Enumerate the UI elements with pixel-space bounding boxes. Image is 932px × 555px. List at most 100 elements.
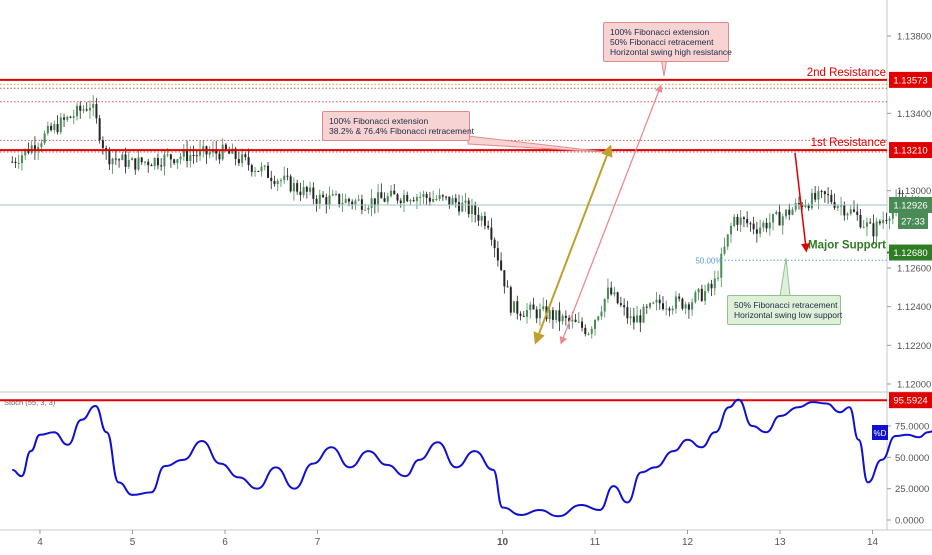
stoch-tick-label: 25.0000 <box>895 484 929 495</box>
candle-body <box>700 288 703 301</box>
candle-body <box>739 217 742 225</box>
candle-body <box>302 186 305 196</box>
candle-body <box>503 270 506 287</box>
candle-body <box>40 143 43 147</box>
candle-body <box>772 213 775 223</box>
candle-body <box>134 158 137 170</box>
candle-body <box>53 124 56 131</box>
candle-body <box>448 196 451 205</box>
candle-body <box>791 209 794 215</box>
time-tick-label: 7 <box>315 537 321 548</box>
candle-body <box>526 310 529 317</box>
candle-body <box>597 316 600 321</box>
candle-body <box>267 165 270 178</box>
candle-body <box>606 287 609 299</box>
level-price-tag <box>889 142 932 159</box>
candle-body <box>63 117 66 120</box>
candle-body <box>807 205 810 209</box>
stoch-tick-label: 75.0000 <box>895 422 929 433</box>
candle-body <box>496 248 499 261</box>
candle-body <box>661 303 664 310</box>
candle-body <box>347 198 350 202</box>
candle-body <box>380 192 383 199</box>
candle-body <box>658 299 661 304</box>
candle-body <box>373 198 376 206</box>
candle-body <box>681 298 684 309</box>
fib-50-label: 50.00% <box>695 256 722 265</box>
candle-body <box>143 161 146 163</box>
candle-body <box>409 200 412 202</box>
time-tick-label: 5 <box>130 537 136 548</box>
annotation-major-support-line-2: Horizontal swing low support <box>734 310 843 320</box>
candle-body <box>386 196 389 202</box>
candle-body <box>817 190 820 200</box>
level-price-tag <box>889 71 932 88</box>
candle-body <box>399 200 402 203</box>
level-price-tag-text: 1.13210 <box>893 146 927 157</box>
candle-body <box>263 165 266 167</box>
candle-body <box>694 292 697 303</box>
candle-body <box>464 200 467 203</box>
annotation-first-resistance: 100% Fibonacci extension 38.2% & 76.4% F… <box>322 111 474 141</box>
candle-body <box>619 303 622 306</box>
candle-body <box>759 227 762 234</box>
candle-body <box>156 157 159 166</box>
annotation-swing-high-line-3: Horizontal swing high resistance <box>610 47 732 57</box>
candle-body <box>367 207 370 210</box>
candle-body <box>522 315 525 317</box>
candle-body <box>846 213 849 216</box>
candle-body <box>704 291 707 301</box>
level-price-tag-text: 1.12680 <box>893 248 927 259</box>
price-tick-label: 1.13000 <box>897 186 931 197</box>
candle-body <box>195 155 198 157</box>
candle-body <box>328 195 331 205</box>
candle-body <box>17 163 20 165</box>
level-label: Major Support <box>808 240 886 252</box>
candle-body <box>684 304 687 309</box>
price-tick-label: 1.12400 <box>897 302 931 313</box>
annotation-pointer-bottom <box>779 257 791 297</box>
candle-body <box>487 225 490 228</box>
candle-body <box>843 205 846 216</box>
candle-body <box>432 199 435 202</box>
candle-body <box>649 303 652 308</box>
candle-body <box>749 223 752 225</box>
annotation-first-resistance-line-1: 100% Fibonacci extension <box>329 116 429 126</box>
candle-body <box>131 158 134 161</box>
candle-body <box>801 204 804 207</box>
candle-body <box>79 105 82 111</box>
candle-body <box>445 196 448 198</box>
candle-body <box>85 109 88 111</box>
candle-body <box>218 153 221 160</box>
candle-body <box>483 216 486 226</box>
candle-body <box>354 200 357 205</box>
candle-body <box>636 315 639 323</box>
candle-body <box>88 107 91 111</box>
stoch-tick-label: 50.0000 <box>895 453 929 464</box>
candle-body <box>231 148 234 154</box>
stoch-level-tag-text: 95.5924 <box>893 396 927 407</box>
price-tick-label: 1.12200 <box>897 341 931 352</box>
candle-body <box>610 287 613 295</box>
candle-body <box>493 239 496 249</box>
candle-body <box>746 219 749 224</box>
candle-body <box>529 304 532 311</box>
time-tick-label: 12 <box>682 537 694 548</box>
candle-body <box>551 310 554 320</box>
candle-body <box>286 175 289 177</box>
candle-body <box>247 157 250 166</box>
time-tick-label: 13 <box>774 537 786 548</box>
candle-body <box>127 160 130 167</box>
candle-body <box>564 315 567 318</box>
candle-body <box>192 154 195 156</box>
candle-body <box>603 298 606 312</box>
candle-body <box>768 222 771 229</box>
current-price-tag-text: 1.12926 <box>893 200 927 211</box>
candle-body <box>140 157 143 163</box>
candle-body <box>532 304 535 310</box>
candle-body <box>98 118 101 141</box>
candle-body <box>428 197 431 202</box>
candle-body <box>147 161 150 166</box>
candle-body <box>124 154 127 167</box>
candle-body <box>66 116 69 120</box>
